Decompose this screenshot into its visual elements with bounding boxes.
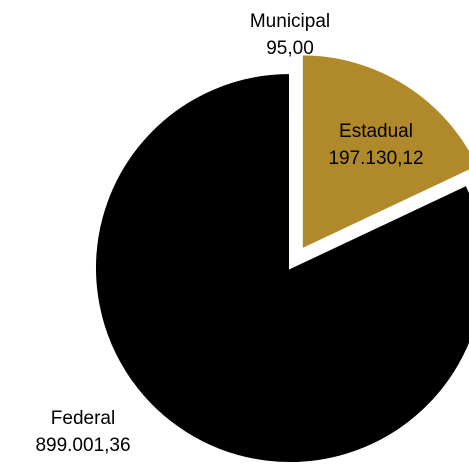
pie-slice-federal xyxy=(94,71,469,464)
pie-slice-estadual xyxy=(300,53,469,252)
slice-value-estadual: 197.130,12 xyxy=(328,148,423,169)
slices-layer xyxy=(94,49,469,464)
labels-layer: Municipal 95,00 Estadual 197.130,12 Federal 8… xyxy=(35,11,423,456)
slice-label-municipal: Municipal xyxy=(250,11,330,32)
slice-value-federal: 899.001,36 xyxy=(35,435,130,456)
slice-value-municipal: 95,00 xyxy=(266,38,314,59)
slice-label-federal: Federal xyxy=(51,408,115,429)
slice-label-estadual: Estadual xyxy=(339,121,413,142)
